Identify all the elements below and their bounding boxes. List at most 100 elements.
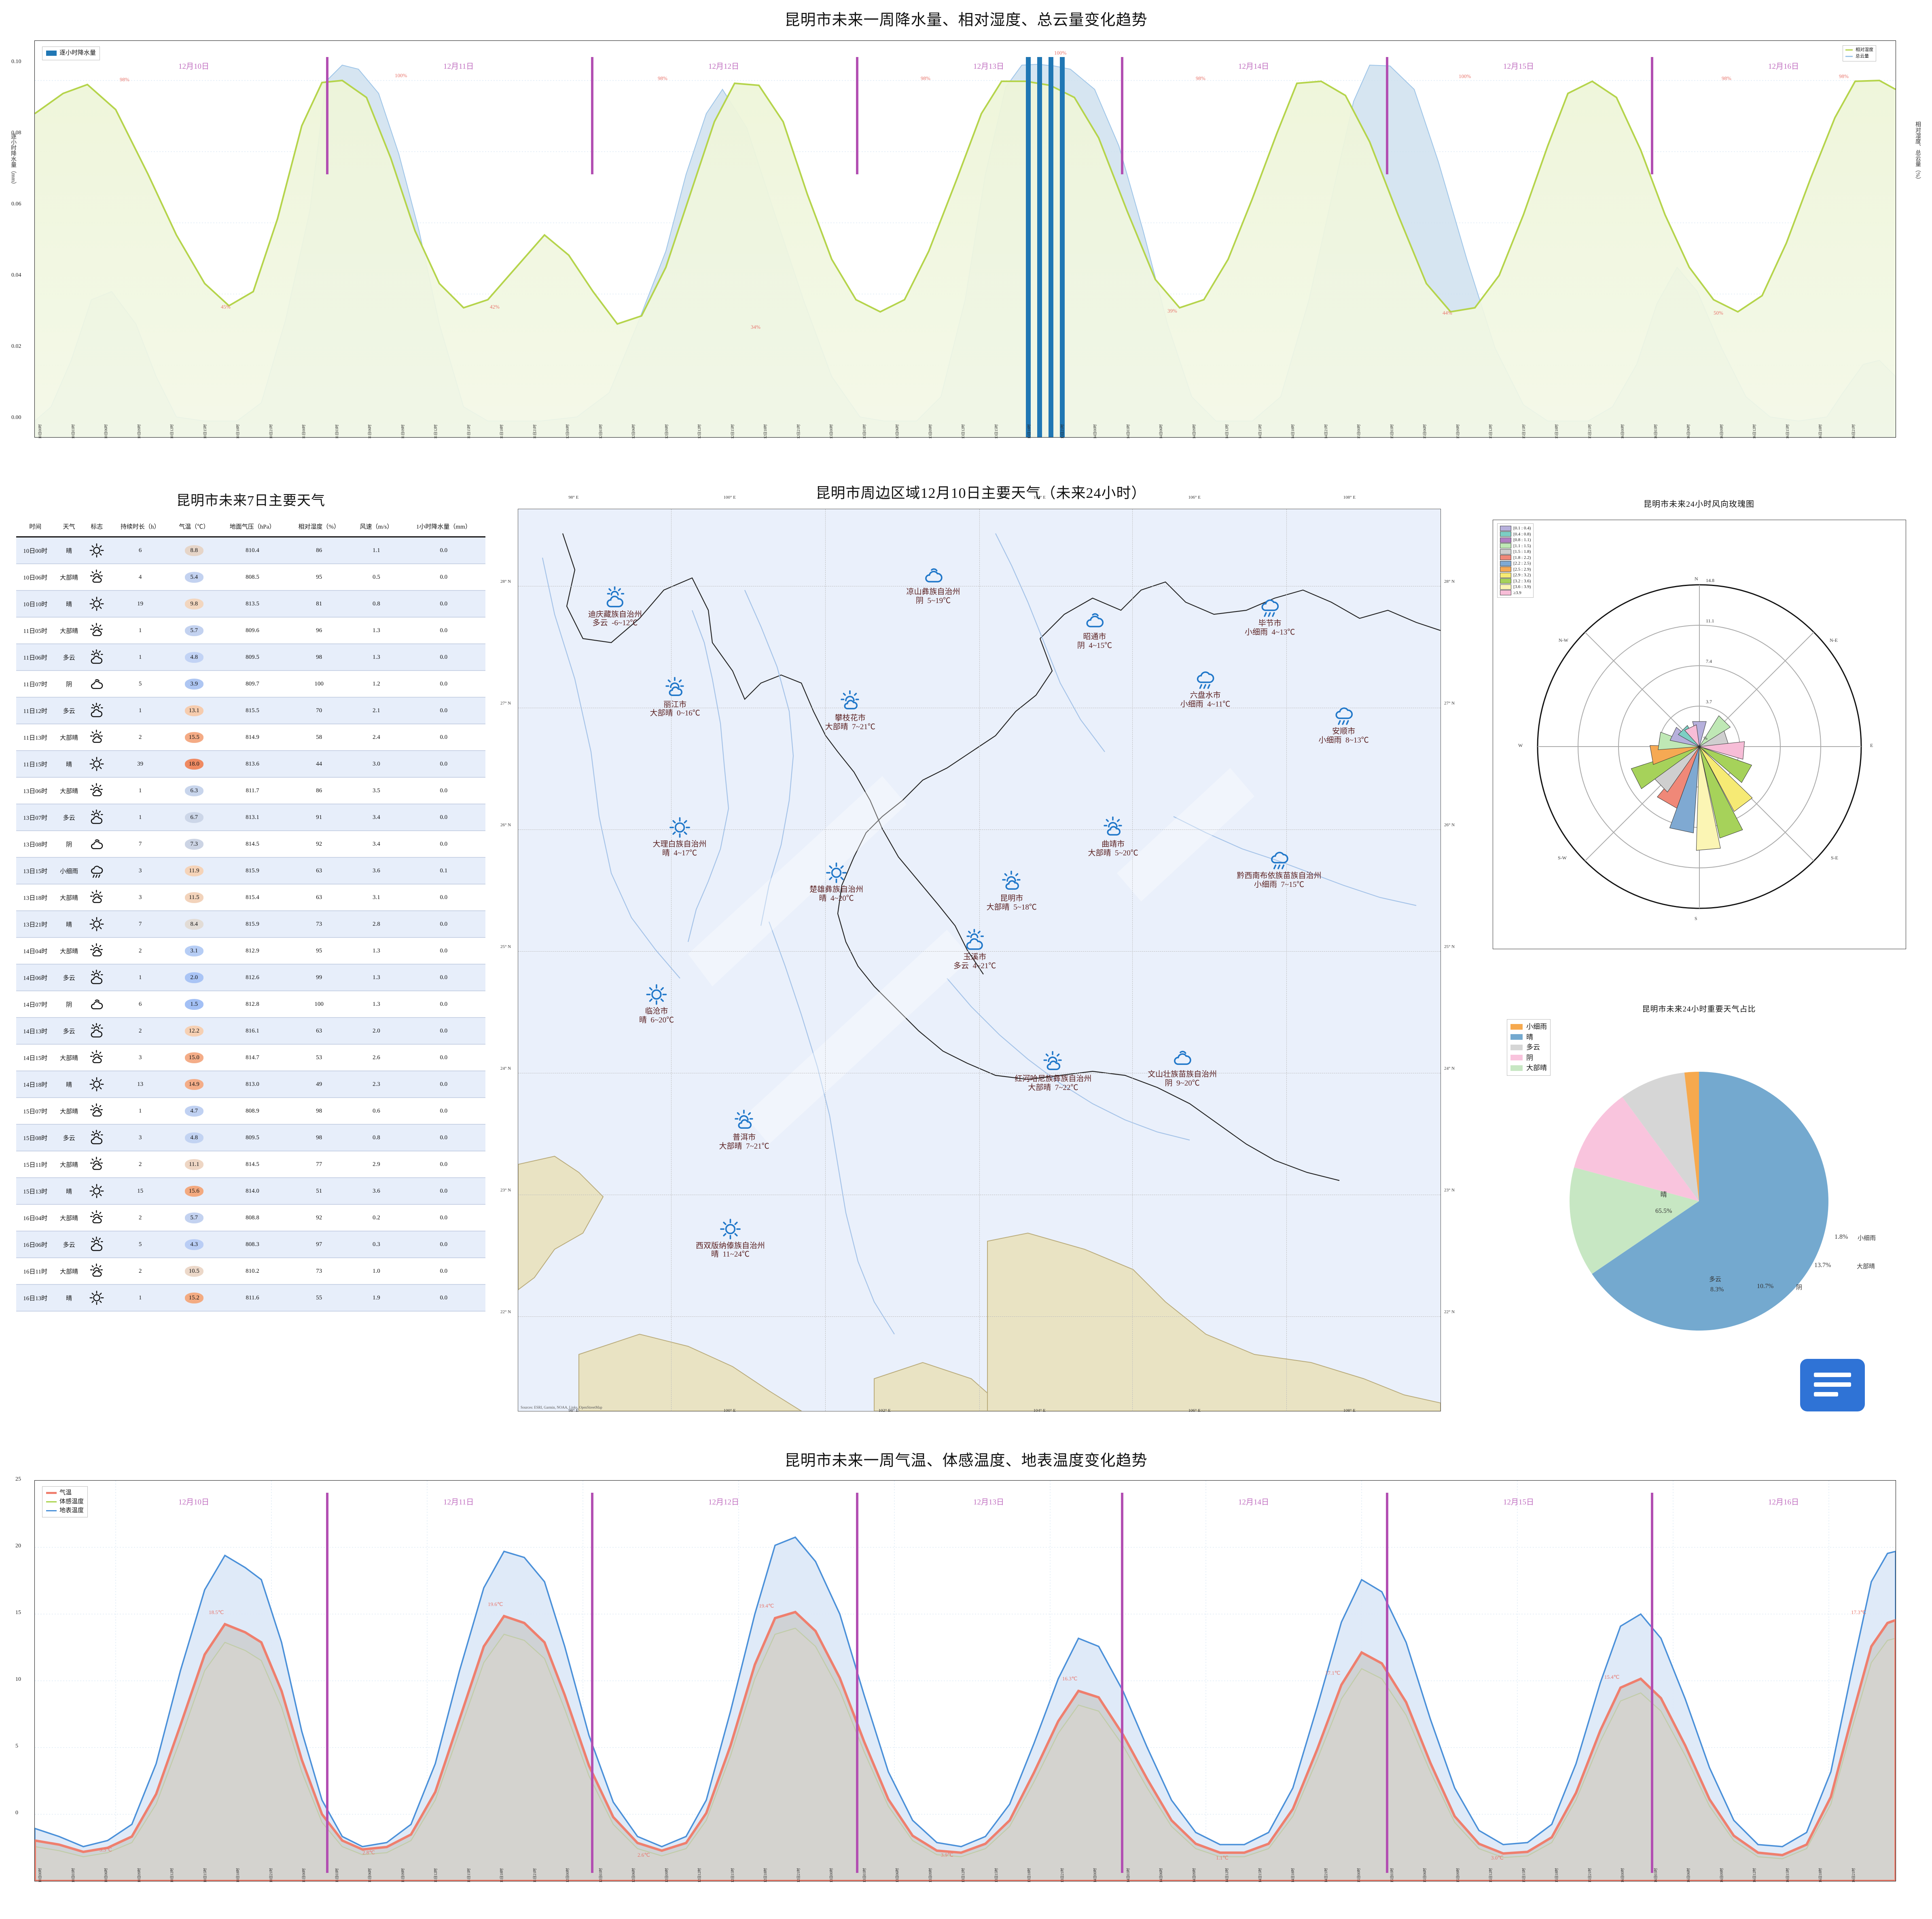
wind-legend-label: [1.8 : 2.2) (1513, 555, 1531, 560)
table-row[interactable]: 10日06时 大部晴 4 5.4 808.5 95 0.5 0.0 (16, 564, 485, 590)
table-row[interactable]: 13日15时 小细雨 3 11.9 815.9 63 3.6 0.1 (16, 857, 485, 884)
pie-legend[interactable]: 小细雨晴多云阴大部晴 (1507, 1019, 1551, 1076)
table-row[interactable]: 14日13时 多云 2 12.2 816.1 63 2.0 0.0 (16, 1018, 485, 1044)
map-station-黔西南布依族苗族自治州[interactable]: 黔西南布依族苗族自治州 小细雨 7~15℃ (1237, 847, 1322, 889)
map-station-六盘水市[interactable]: 六盘水市 小细雨 4~11℃ (1180, 667, 1230, 709)
wind-legend-item[interactable]: [1.1 : 1.5) (1500, 543, 1531, 549)
cell-precip: 0.0 (440, 1187, 448, 1194)
pie-slice-晴[interactable] (1592, 1072, 1828, 1331)
table-row[interactable]: 14日18时 晴 13 14.9 813.0 49 2.3 0.0 (16, 1071, 485, 1098)
map-station-丽江市[interactable]: 丽江市 大部晴 0~16℃ (650, 676, 700, 718)
wind-legend-item[interactable]: [0.1 : 0.4) (1500, 525, 1531, 531)
legend-item-surface-temp[interactable]: 地表温度 (46, 1506, 84, 1515)
table-row[interactable]: 14日04时 大部晴 2 3.1 812.9 95 1.3 0.0 (16, 937, 485, 964)
cell-time: 15日07时 (23, 1108, 48, 1115)
wind-rose-plot[interactable]: [0.1 : 0.4) [0.4 : 0.8) [0.8 : 1.1) [1.1 : … (1493, 520, 1906, 949)
table-row[interactable]: 11日13时 大部晴 2 15.5 814.9 58 2.4 0.0 (16, 724, 485, 751)
document-icon[interactable] (1800, 1359, 1865, 1411)
wind-legend-item[interactable]: [3.6 : 3.9) (1500, 584, 1531, 590)
legend-item-feels-like[interactable]: 体感温度 (46, 1498, 84, 1506)
table-row[interactable]: 14日06时 多云 1 2.0 812.6 99 1.3 0.0 (16, 964, 485, 991)
table-row[interactable]: 13日06时 大部晴 1 6.3 811.7 86 3.5 0.0 (16, 777, 485, 804)
map-station-临沧市[interactable]: 临沧市晴 6~20℃ (639, 983, 674, 1025)
wind-legend-item[interactable]: [2.9 : 3.2) (1500, 572, 1531, 578)
pie-slice-大部晴[interactable] (1569, 1167, 1699, 1274)
pie-slice-小细雨[interactable] (1684, 1071, 1699, 1201)
wind-legend-item[interactable]: [3.2 : 3.6) (1500, 578, 1531, 584)
wind-legend-item[interactable]: [2.2 : 2.5) (1500, 561, 1531, 567)
pie-legend-item[interactable]: 晴 (1510, 1032, 1547, 1043)
sun-cloud-icon (650, 676, 700, 700)
map-station-昭通市[interactable]: 昭通市阴 4~15℃ (1077, 608, 1112, 650)
legend-item-precip[interactable]: 逐小时降水量 (46, 49, 96, 58)
map-station-红河哈尼族彝族自治州[interactable]: 红河哈尼族彝族自治州 大部晴 7~22℃ (1015, 1050, 1091, 1092)
map-station-攀枝花市[interactable]: 攀枝花市 大部晴 7~21℃ (825, 690, 875, 732)
table-row[interactable]: 16日13时 晴 1 15.2 811.6 55 1.9 0.0 (16, 1284, 485, 1311)
top-chart-legend-left[interactable]: 逐小时降水量 (42, 47, 100, 60)
map-station-凉山彝族自治州[interactable]: 凉山彝族自治州阴 5~19℃ (906, 563, 960, 605)
sun-cloud-icon (84, 724, 110, 751)
table-row[interactable]: 16日11时 大部晴 2 10.5 810.2 73 1.0 0.0 (16, 1258, 485, 1284)
table-row[interactable]: 16日06时 多云 5 4.3 808.3 97 0.3 0.0 (16, 1231, 485, 1258)
wind-legend-item[interactable]: ≥3.9 (1500, 590, 1531, 596)
map-station-楚雄彝族自治州[interactable]: 楚雄彝族自治州晴 4~20℃ (809, 861, 863, 903)
wind-rose-legend[interactable]: [0.1 : 0.4) [0.4 : 0.8) [0.8 : 1.1) [1.1 : … (1497, 523, 1534, 598)
map-station-普洱市[interactable]: 普洱市 大部晴 7~21℃ (719, 1109, 769, 1151)
cell-time: 13日08时 (23, 841, 48, 848)
table-row[interactable]: 15日13时 晴 15 15.6 814.0 51 3.6 0.0 (16, 1178, 485, 1204)
map-station-安顺市[interactable]: 安顺市 小细雨 8~13℃ (1318, 703, 1369, 745)
map-station-昆明市[interactable]: 昆明市 大部晴 5~18℃ (987, 870, 1037, 912)
temperature-trend-chart: 昆明市未来一周气温、体感温度、地表温度变化趋势 (0, 1444, 1932, 1919)
map-station-毕节市[interactable]: 毕节市 小细雨 4~13℃ (1245, 595, 1295, 637)
table-row[interactable]: 16日04时 大部晴 2 5.7 808.8 92 0.2 0.0 (16, 1204, 485, 1231)
legend-item-humidity[interactable]: 相对湿度 (1845, 47, 1873, 53)
wind-legend-item[interactable]: [1.5 : 1.8) (1500, 549, 1531, 555)
table-row[interactable]: 13日07时 多云 1 6.7 813.1 91 3.4 0.0 (16, 804, 485, 831)
table-row[interactable]: 15日08时 多云 3 4.8 809.5 98 0.8 0.0 (16, 1124, 485, 1151)
table-row[interactable]: 13日21时 晴 7 8.4 815.9 73 2.8 0.0 (16, 911, 485, 937)
cloud-sun-icon (84, 1231, 110, 1258)
table-row[interactable]: 10日10时 晴 19 9.8 813.5 81 0.8 0.0 (16, 590, 485, 617)
map-station-西双版纳傣族自治州[interactable]: 西双版纳傣族自治州晴 11~24℃ (696, 1217, 765, 1259)
table-row[interactable]: 15日07时 大部晴 1 4.7 808.9 98 0.6 0.0 (16, 1098, 485, 1124)
map-station-文山壮族苗族自治州[interactable]: 文山壮族苗族自治州阴 9~20℃ (1148, 1046, 1217, 1088)
cell-humidity: 92 (316, 1214, 322, 1221)
wind-legend-item[interactable]: [2.5 : 2.9) (1500, 567, 1531, 573)
map-station-玉溪市[interactable]: 玉溪市 多云 4~21℃ (953, 929, 996, 971)
table-row[interactable]: 14日15时 大部晴 3 15.0 814.7 53 2.6 0.0 (16, 1044, 485, 1071)
map-y-tick: 24° N (500, 1066, 511, 1071)
map-canvas[interactable]: 报告时间：2025-12-10 00:00:00 预报起始：2025-12-10… (518, 509, 1441, 1411)
legend-item-air-temp[interactable]: 气温 (46, 1489, 84, 1498)
table-row[interactable]: 11日12时 多云 1 13.1 815.5 70 2.1 0.0 (16, 697, 485, 724)
table-row[interactable]: 13日08时 阴 7 7.3 814.5 92 3.4 0.0 (16, 831, 485, 857)
table-row[interactable]: 11日07时 阴 5 3.9 809.7 100 1.2 0.0 (16, 671, 485, 697)
legend-item-cloud[interactable]: 总云量 (1845, 53, 1873, 60)
pie-chart[interactable] (1472, 1043, 1926, 1359)
table-row[interactable]: 13日18时 大部晴 3 11.5 815.4 63 3.1 0.0 (16, 884, 485, 911)
pie-legend-item[interactable]: 多云 (1510, 1042, 1547, 1053)
pie-legend-item[interactable]: 小细雨 (1510, 1022, 1547, 1032)
table-row[interactable]: 14日07时 阴 6 1.5 812.8 100 1.3 0.0 (16, 991, 485, 1018)
cell-pressure: 814.5 (246, 1161, 259, 1168)
cell-pressure: 813.5 (246, 600, 259, 607)
bottom-chart-legend[interactable]: 气温 体感温度 地表温度 (42, 1486, 88, 1518)
map-station-迪庆藏族自治州[interactable]: 迪庆藏族自治州 多云 -6~12℃ (588, 586, 642, 628)
top-chart-legend-right[interactable]: 相对湿度 总云量 (1843, 45, 1876, 61)
table-row[interactable]: 11日06时 多云 1 4.8 809.5 98 1.3 0.0 (16, 644, 485, 671)
wind-legend-item[interactable]: [1.8 : 2.2) (1500, 555, 1531, 561)
pie-slice-多云[interactable] (1622, 1073, 1699, 1201)
wind-direction-W: W (1518, 743, 1523, 748)
pie-legend-item[interactable]: 阴 (1510, 1053, 1547, 1063)
map-station-大理白族自治州[interactable]: 大理白族自治州晴 4~17℃ (652, 816, 707, 858)
cell-temperature: 15.6 (171, 1178, 218, 1204)
wind-legend-item[interactable]: [0.4 : 0.8) (1500, 531, 1531, 537)
pie-slice-阴[interactable] (1574, 1097, 1699, 1201)
table-row[interactable]: 11日15时 晴 39 18.0 813.6 44 3.0 0.0 (16, 751, 485, 777)
x-tick: 13日21时 (1060, 1868, 1064, 1883)
map-station-曲靖市[interactable]: 曲靖市 大部晴 5~20℃ (1088, 816, 1138, 858)
table-row[interactable]: 11日05时 大部晴 1 5.7 809.6 96 1.3 0.0 (16, 617, 485, 644)
wind-legend-item[interactable]: [0.8 : 1.1) (1500, 537, 1531, 543)
table-row[interactable]: 10日00时 晴 6 8.8 810.4 86 1.1 0.0 (16, 537, 485, 564)
table-row[interactable]: 15日11时 大部晴 2 11.1 814.5 77 2.9 0.0 (16, 1151, 485, 1178)
pie-legend-item[interactable]: 大部晴 (1510, 1063, 1547, 1073)
